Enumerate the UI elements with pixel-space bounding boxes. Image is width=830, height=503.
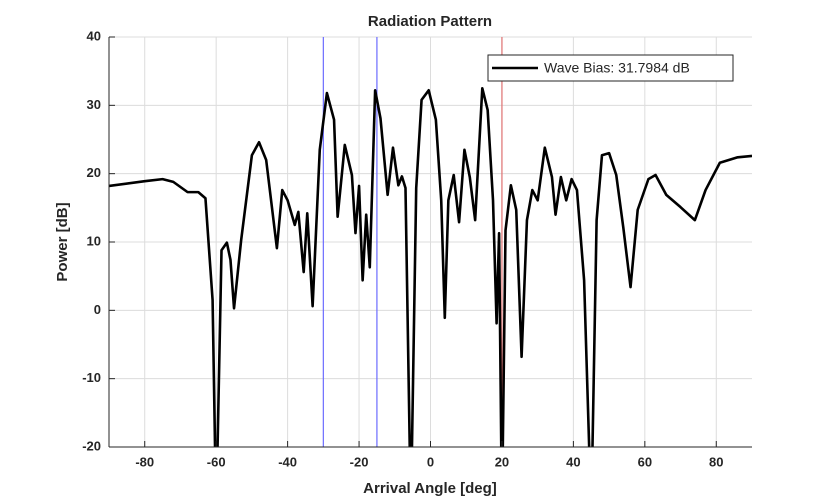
x-tick-label: 80 — [709, 454, 723, 469]
y-tick-label: 40 — [87, 28, 101, 43]
y-axis-label: Power [dB] — [54, 202, 71, 281]
axes: -80 -60 -40 -20 0 20 40 60 80 -20 -10 0 10 20 30 40 Wave… — [82, 28, 752, 469]
x-tick-label: 0 — [427, 454, 434, 469]
legend-label: Wave Bias: 31.7984 dB — [544, 60, 690, 76]
x-tick-label: 60 — [638, 454, 652, 469]
x-tick-label: -80 — [135, 454, 154, 469]
y-tick-label: 20 — [87, 165, 101, 180]
x-tick-label: 20 — [495, 454, 509, 469]
y-tick-label: 30 — [87, 97, 101, 112]
y-tick-label: 10 — [87, 233, 101, 248]
x-tick-label: -60 — [207, 454, 226, 469]
plot-area — [109, 37, 752, 447]
y-tick-label: -10 — [82, 370, 101, 385]
x-axis-label: Arrival Angle [deg] — [363, 480, 497, 497]
x-tick-label: 40 — [566, 454, 580, 469]
x-tick-label: -20 — [350, 454, 369, 469]
x-tick-label: -40 — [278, 454, 297, 469]
y-tick-label: 0 — [94, 302, 101, 317]
y-tick-label: -20 — [82, 438, 101, 453]
line-series — [109, 86, 752, 447]
chart-title: Radiation Pattern — [368, 13, 492, 30]
